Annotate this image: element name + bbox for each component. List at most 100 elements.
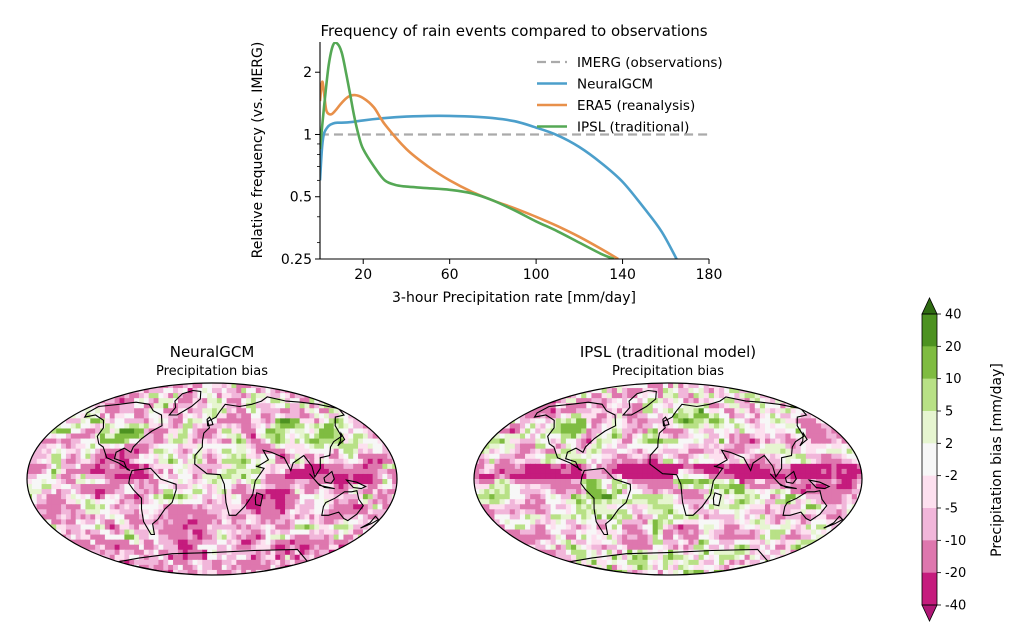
grid-cell bbox=[795, 544, 802, 551]
grid-cell bbox=[65, 509, 72, 515]
grid-cell bbox=[530, 448, 536, 455]
grid-cell bbox=[260, 388, 267, 394]
grid-cell bbox=[504, 494, 511, 500]
grid-cell bbox=[565, 413, 572, 419]
grid-cell bbox=[221, 453, 228, 460]
grid-cell bbox=[657, 418, 664, 425]
grid-cell bbox=[148, 559, 155, 566]
grid-cell bbox=[358, 514, 364, 521]
grid-cell bbox=[509, 438, 516, 445]
grid-cell bbox=[616, 494, 623, 500]
grid-cell bbox=[109, 443, 116, 450]
grid-cell bbox=[61, 443, 67, 450]
grid-cell bbox=[851, 468, 858, 475]
coastline-south_america bbox=[128, 467, 177, 536]
grid-cell bbox=[36, 519, 43, 526]
grid-cell bbox=[765, 539, 771, 546]
grid-cell bbox=[85, 544, 91, 551]
grid-cell bbox=[693, 468, 700, 475]
grid-cell bbox=[489, 494, 496, 500]
grid-cell bbox=[46, 453, 52, 460]
grid-cell bbox=[810, 468, 817, 475]
grid-cell bbox=[61, 489, 67, 495]
grid-cell bbox=[338, 489, 345, 495]
grid-cell bbox=[841, 514, 848, 521]
grid-cell bbox=[202, 494, 208, 500]
grid-cell bbox=[647, 433, 654, 440]
grid-cell bbox=[591, 463, 598, 470]
grid-cell bbox=[576, 453, 582, 460]
grid-cell bbox=[260, 539, 267, 546]
grid-cell bbox=[90, 484, 96, 490]
grid-cell bbox=[304, 529, 310, 536]
grid-cell bbox=[851, 489, 858, 495]
grid-cell bbox=[657, 443, 664, 450]
grid-cell bbox=[540, 524, 547, 531]
grid-cell bbox=[739, 403, 746, 409]
grid-cell bbox=[80, 519, 87, 526]
grid-cell bbox=[622, 544, 628, 551]
grid-cell bbox=[70, 489, 77, 495]
grid-cell bbox=[387, 438, 393, 445]
grid-cell bbox=[519, 473, 526, 480]
grid-cell bbox=[550, 499, 557, 505]
grid-cell bbox=[61, 458, 67, 465]
grid-cell bbox=[821, 473, 827, 480]
grid-cell bbox=[611, 398, 618, 404]
grid-cell bbox=[800, 514, 807, 521]
grid-cell bbox=[289, 494, 296, 500]
grid-cell bbox=[387, 489, 393, 495]
grid-cell bbox=[216, 529, 223, 536]
grid-cell bbox=[275, 398, 281, 404]
grid-cell bbox=[795, 433, 802, 440]
grid-cell bbox=[596, 468, 603, 475]
grid-cell bbox=[530, 499, 536, 505]
grid-cell bbox=[246, 494, 252, 500]
grid-cell bbox=[173, 428, 179, 435]
grid-cell bbox=[678, 539, 684, 546]
grid-cell bbox=[70, 519, 77, 526]
grid-cell bbox=[550, 413, 557, 419]
grid-cell bbox=[540, 489, 547, 495]
grid-cell bbox=[576, 549, 582, 556]
grid-cell bbox=[724, 514, 730, 521]
grid-cell bbox=[90, 489, 96, 495]
grid-cell bbox=[90, 509, 96, 515]
grid-cell bbox=[207, 413, 213, 419]
grid-cell bbox=[749, 509, 756, 515]
grid-cell bbox=[285, 473, 291, 480]
grid-cell bbox=[540, 438, 547, 445]
grid-cell bbox=[698, 509, 705, 515]
grid-cell bbox=[285, 408, 291, 414]
grid-cell bbox=[754, 524, 761, 531]
grid-cell bbox=[565, 499, 572, 505]
grid-cell bbox=[734, 393, 741, 399]
grid-cell bbox=[377, 468, 383, 475]
grid-cell bbox=[85, 433, 91, 440]
grid-cell bbox=[668, 559, 674, 566]
grid-cell bbox=[148, 473, 155, 480]
grid-cell bbox=[606, 448, 613, 455]
grid-cell bbox=[560, 534, 567, 541]
grid-cell bbox=[299, 438, 306, 445]
grid-cell bbox=[622, 463, 628, 470]
grid-cell bbox=[724, 484, 730, 490]
grid-cell bbox=[387, 468, 393, 475]
grid-cell bbox=[688, 564, 695, 571]
grid-cell bbox=[270, 524, 276, 531]
grid-cell bbox=[616, 408, 623, 414]
grid-cell bbox=[494, 499, 501, 505]
grid-cell bbox=[46, 514, 52, 521]
colorbar-segment bbox=[922, 346, 937, 379]
grid-cell bbox=[657, 564, 664, 571]
grid-cell bbox=[504, 519, 511, 526]
grid-cell bbox=[652, 564, 659, 571]
grid-cell bbox=[739, 413, 746, 419]
grid-cell bbox=[683, 458, 690, 465]
grid-cell bbox=[216, 448, 223, 455]
grid-cell bbox=[163, 524, 169, 531]
grid-cell bbox=[800, 494, 807, 500]
grid-cell bbox=[622, 549, 628, 556]
grid-cell bbox=[647, 504, 654, 510]
